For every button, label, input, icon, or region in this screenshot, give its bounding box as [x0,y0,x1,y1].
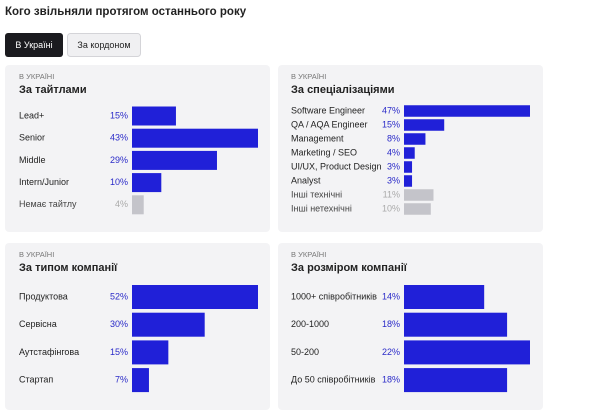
bar [404,105,530,117]
value-label: 18% [382,319,400,329]
category-label: QA / AQA Engineer [291,119,368,129]
bar [132,285,258,309]
category-label: 50-200 [291,347,319,357]
value-label: 10% [110,177,128,187]
bar [132,106,176,126]
tab-label: За кордоном [77,40,130,50]
category-label: Marketing / SEO [291,147,357,157]
value-label: 7% [115,374,128,384]
value-label: 30% [110,319,128,329]
category-label: Стартап [19,374,53,384]
value-label: 52% [110,291,128,301]
bar [132,150,217,170]
card-title: За типом компанії [19,262,118,274]
bar [404,175,413,187]
tab-bg [67,33,141,57]
bar [404,119,445,131]
value-label: 4% [115,199,128,209]
value-label: 15% [382,119,400,129]
value-label: 18% [382,374,400,384]
card-subtitle: В УКРАЇНІ [291,250,326,259]
tab-bg [5,33,63,57]
bar [404,133,426,145]
page-title: Кого звільняли протягом останнього року [5,6,247,18]
value-label: 43% [110,133,128,143]
card [5,65,270,232]
category-label: До 50 співробітників [291,374,376,384]
category-label: 1000+ співробітників [291,291,377,301]
category-label: Analyst [291,175,321,185]
value-label: 10% [382,203,400,213]
card-subtitle: В УКРАЇНІ [291,72,326,81]
category-label: Lead+ [19,110,44,120]
card-subtitle: В УКРАЇНІ [19,250,54,259]
bar [404,340,530,365]
category-label: Аутстафінгова [19,347,79,357]
bar [404,161,413,173]
tab-label: В Україні [15,40,52,50]
category-label: Middle [19,155,46,165]
bar [132,173,162,193]
bar [404,189,434,201]
bar [132,312,205,337]
value-label: 22% [382,347,400,357]
category-label: Software Engineer [291,105,365,115]
bar [404,147,415,159]
value-label: 8% [387,133,400,143]
category-label: UI/UX, Product Design [291,161,382,171]
bar [404,312,508,337]
category-label: Сервісна [19,319,57,329]
value-label: 29% [110,155,128,165]
value-label: 15% [110,347,128,357]
value-label: 4% [387,147,400,157]
category-label: Management [291,133,344,143]
bar [404,203,431,215]
value-label: 3% [387,175,400,185]
tab-abroad[interactable]: За кордоном [67,33,141,57]
value-label: 47% [382,105,400,115]
category-label: Інші технічні [291,189,342,199]
bar [132,340,169,365]
value-label: 15% [110,110,128,120]
bar [404,285,485,309]
category-label: Немає тайтлу [19,199,77,209]
card-subtitle: В УКРАЇНІ [19,72,54,81]
bar [132,368,149,393]
bar [132,195,144,215]
card-title: За спеціалізаціями [291,84,395,96]
value-label: 14% [382,291,400,301]
value-label: 3% [387,161,400,171]
card-title: За розміром компанії [291,262,408,274]
category-label: Продуктова [19,291,68,301]
category-label: Senior [19,133,45,143]
bar [132,128,258,148]
tab-ukraine[interactable]: В Україні [5,33,63,57]
bar [404,368,508,393]
category-label: Інші нетехнічні [291,203,352,213]
value-label: 11% [383,189,400,199]
card-title: За тайтлами [19,84,87,96]
category-label: 200-1000 [291,319,329,329]
category-label: Intern/Junior [19,177,69,187]
